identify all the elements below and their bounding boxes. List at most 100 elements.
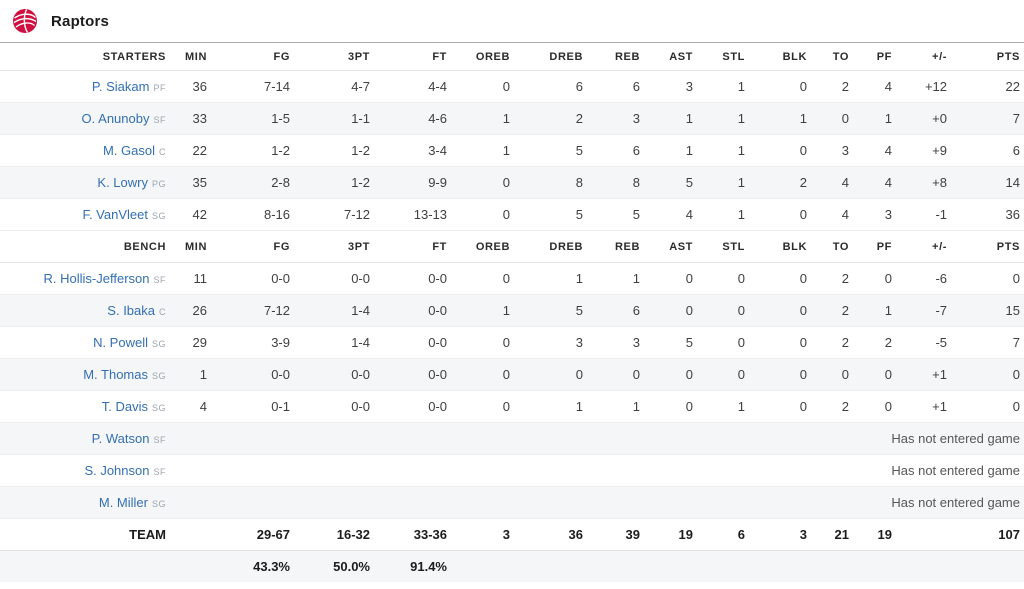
player-name-link[interactable]: K. Lowry [97, 175, 148, 190]
column-header-reb: REB [587, 230, 644, 263]
player-row: K. Lowry PG 35 2-8 1-2 9-9 0 8 8 5 1 2 4 4 +8 14 [0, 166, 1024, 199]
player-name-link[interactable]: M. Thomas [83, 367, 148, 382]
section-header-row-bench: BENCH MIN FG 3PT FT OREB DREB REB AST STL BLK TO PF +… [0, 230, 1024, 263]
player-position-label: SG [151, 403, 166, 413]
stat-cell: 0 [951, 262, 1024, 295]
player-name-link[interactable]: F. VanVleet [82, 207, 148, 222]
player-position-label: SF [153, 115, 166, 125]
team-stat-cell: 39 [587, 518, 644, 551]
column-header-pf: PF [853, 42, 896, 71]
stat-cell: 36 [170, 70, 211, 103]
stat-cell: +1 [896, 358, 951, 391]
player-cell: M. Miller SG [0, 486, 170, 519]
player-row: M. Gasol C 22 1-2 1-2 3-4 1 5 6 1 1 0 3 4 +9 6 [0, 134, 1024, 167]
stat-cell: 0 [853, 262, 896, 295]
player-name-link[interactable]: R. Hollis-Jefferson [43, 271, 150, 286]
stat-cell: 4 [853, 134, 896, 167]
player-name-link[interactable]: P. Siakam [91, 79, 150, 94]
stat-cell: 4 [853, 70, 896, 103]
stat-cell: 0 [697, 326, 749, 359]
pct-stat-cell [514, 551, 587, 582]
player-name-link[interactable]: O. Anunoby [81, 111, 150, 126]
stat-cell: +9 [896, 134, 951, 167]
stat-cell: 3 [853, 198, 896, 231]
stat-cell: 3 [514, 326, 587, 359]
player-name-link[interactable]: N. Powell [93, 335, 148, 350]
stat-cell: 0 [811, 358, 853, 391]
pct-stat-cell [697, 551, 749, 582]
player-name-link[interactable]: M. Miller [98, 495, 148, 510]
team-stat-cell: 3 [451, 518, 514, 551]
stat-cell: +1 [896, 390, 951, 423]
stat-cell: 5 [514, 198, 587, 231]
stat-cell: 0 [951, 390, 1024, 423]
column-header-plus-minus: +/- [896, 42, 951, 71]
stat-cell: 8 [514, 166, 587, 199]
stat-cell: 1 [587, 262, 644, 295]
column-header-pf: PF [853, 230, 896, 263]
column-header-blk: BLK [749, 230, 811, 263]
stat-cell: 2 [853, 326, 896, 359]
column-header-blk: BLK [749, 42, 811, 71]
team-label: TEAM [0, 518, 170, 551]
team-stat-cell: 21 [811, 518, 853, 551]
player-position-label: SF [153, 275, 166, 285]
pct-label-cell [0, 551, 170, 582]
column-header-ast: AST [644, 230, 697, 263]
player-position-label: SG [151, 371, 166, 381]
stat-cell: 5 [587, 198, 644, 231]
column-header-min: MIN [170, 42, 211, 71]
player-row: P. Siakam PF 36 7-14 4-7 4-4 0 6 6 3 1 0 2 4 +12 22 [0, 70, 1024, 103]
stat-cell: 1 [644, 102, 697, 135]
player-position-label: SF [153, 435, 166, 445]
stat-cell: 1-1 [294, 102, 374, 135]
stat-cell: 0-0 [374, 326, 451, 359]
player-name-link[interactable]: T. Davis [101, 399, 148, 414]
column-header-pts: PTS [951, 230, 1024, 263]
stat-cell: 2 [514, 102, 587, 135]
column-header-3pt: 3PT [294, 230, 374, 263]
player-name-link[interactable]: S. Ibaka [107, 303, 155, 318]
stat-cell: 2-8 [211, 166, 294, 199]
stat-cell: 7-14 [211, 70, 294, 103]
stat-cell: 7-12 [211, 294, 294, 327]
section-label: STARTERS [0, 42, 170, 71]
stat-cell: +0 [896, 102, 951, 135]
stat-cell: 0 [697, 294, 749, 327]
stat-cell: 1 [697, 70, 749, 103]
player-cell: S. Ibaka C [0, 294, 170, 327]
player-position-label: C [159, 147, 166, 157]
stat-cell: 0 [749, 294, 811, 327]
stat-cell: 7-12 [294, 198, 374, 231]
dnp-message: Has not entered game [170, 454, 1024, 487]
stat-cell: 0-0 [211, 358, 294, 391]
stat-cell: 8 [587, 166, 644, 199]
pct-stat-cell [644, 551, 697, 582]
team-name: Raptors [51, 12, 110, 30]
player-name-link[interactable]: P. Watson [91, 431, 150, 446]
stat-cell: 1-2 [294, 166, 374, 199]
player-name-link[interactable]: S. Johnson [84, 463, 150, 478]
player-cell: K. Lowry PG [0, 166, 170, 199]
stat-cell: 0 [749, 262, 811, 295]
stat-cell: 3-9 [211, 326, 294, 359]
stat-cell: 1 [514, 262, 587, 295]
stat-cell: 13-13 [374, 198, 451, 231]
stat-cell: 0 [587, 358, 644, 391]
player-name-link[interactable]: M. Gasol [102, 143, 155, 158]
column-header-ft: FT [374, 42, 451, 71]
stat-cell: 9-9 [374, 166, 451, 199]
stat-cell: 2 [811, 294, 853, 327]
stat-cell: 0 [853, 358, 896, 391]
pct-stat-cell: 43.3% [253, 558, 290, 574]
stat-cell: 4-6 [374, 102, 451, 135]
team-totals-row: TEAM 29-67 16-32 33-36 3 36 39 19 6 3 21 19 107 [0, 518, 1024, 551]
stat-cell: 4-7 [294, 70, 374, 103]
stat-cell: 0 [697, 358, 749, 391]
team-stat-cell: 107 [951, 518, 1024, 551]
stat-cell: 0 [644, 294, 697, 327]
team-stat-cell [170, 518, 211, 551]
stat-cell: 29 [170, 326, 211, 359]
stat-cell: 0 [451, 262, 514, 295]
